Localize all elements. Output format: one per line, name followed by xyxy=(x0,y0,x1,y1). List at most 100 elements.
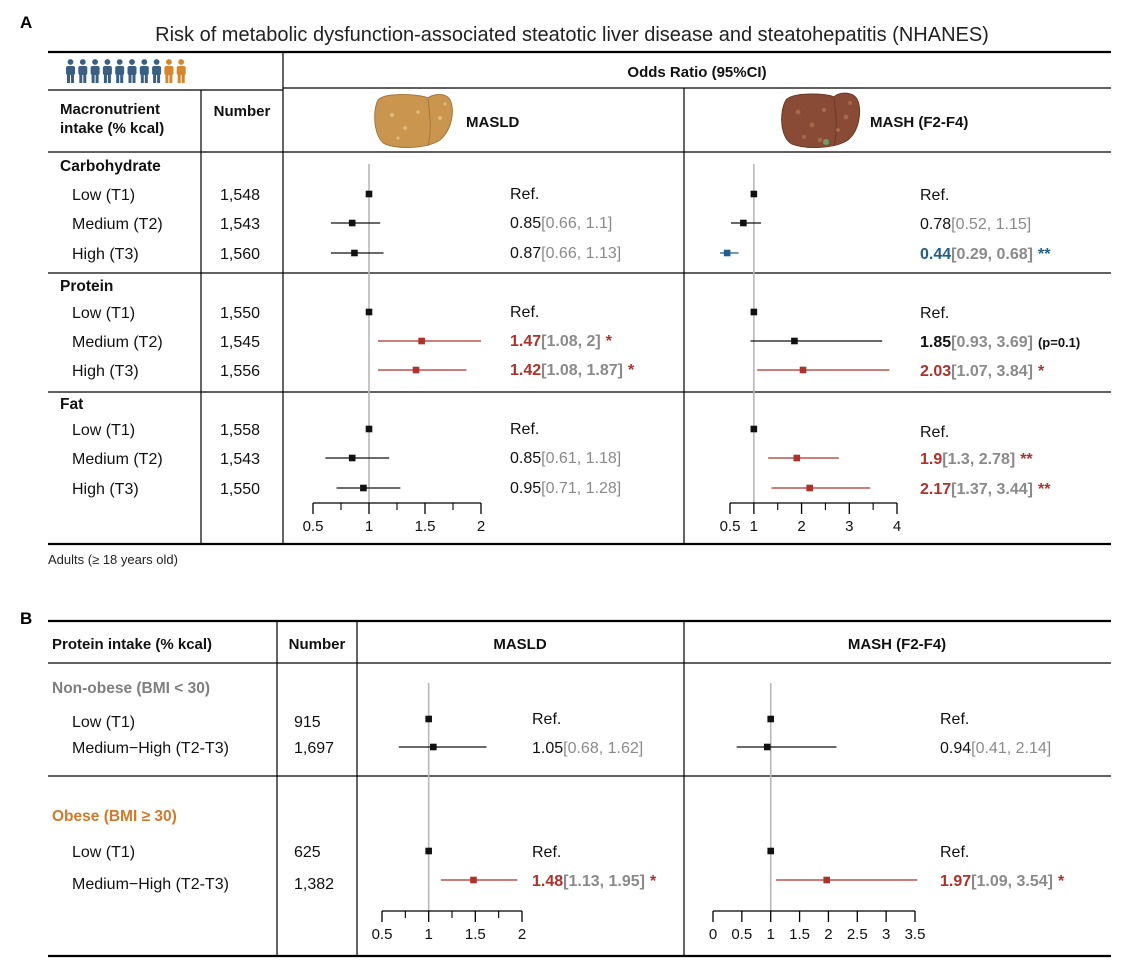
forest-row: Ref. xyxy=(767,711,969,728)
forest-row: 0.95[0.71, 1.28] xyxy=(336,480,621,497)
person-icon xyxy=(66,59,75,83)
forest-row: 2.03[1.07, 3.84] * xyxy=(757,363,1045,380)
point-estimate xyxy=(763,743,771,751)
x-tick-label: 0.5 xyxy=(731,926,752,943)
ci-text: [1.07, 3.84] xyxy=(951,363,1033,380)
fibrotic-liver-icon xyxy=(781,92,861,148)
point-estimate xyxy=(425,715,432,723)
x-tick-label: 0 xyxy=(709,926,717,943)
group-label: Fat xyxy=(60,396,83,413)
x-tick-label: 3 xyxy=(882,926,890,943)
estimate-value: Ref. xyxy=(920,424,949,441)
estimate-text: 1.9[1.3, 2.78] ** xyxy=(920,451,1033,468)
x-tick-label: 2 xyxy=(824,926,832,943)
ci-text: [1.09, 3.54] xyxy=(971,873,1053,890)
panel-a-row-labels: Carbohydrate Low (T1) 1,548 Medium (T2) 1,54… xyxy=(60,158,260,498)
x-tick-label: 1.5 xyxy=(465,926,486,943)
estimate-text: Ref. xyxy=(920,187,949,204)
forest-row: Ref. xyxy=(425,844,561,861)
panel-b-table-lines xyxy=(48,619,1111,958)
panel-a-footnote: Adults (≥ 18 years old) xyxy=(48,552,178,567)
point-estimate xyxy=(418,337,425,345)
estimate-value: 0.78 xyxy=(920,216,951,233)
masld-col-header-b: MASLD xyxy=(493,636,546,653)
row-level-label: Medium−High (T2-T3) xyxy=(72,876,229,893)
row-count: 1,560 xyxy=(220,246,260,263)
point-estimate xyxy=(750,308,758,316)
p-value-note: (p=0.1) xyxy=(1038,335,1080,350)
estimate-value: Ref. xyxy=(532,844,561,861)
point-estimate xyxy=(723,249,731,257)
forest-row: 0.85[0.61, 1.18] xyxy=(325,450,621,467)
significance-stars: ** xyxy=(1038,481,1051,498)
row-level-label: Medium (T2) xyxy=(72,334,163,351)
forest-row: 0.85[0.66, 1.1] xyxy=(330,215,612,232)
panel-a-letter: A xyxy=(20,13,32,32)
forest-row: 2.17[1.37, 3.44] ** xyxy=(771,481,1051,498)
estimate-text: 2.03[1.07, 3.84] * xyxy=(920,363,1045,380)
row-count: 625 xyxy=(294,844,321,861)
row-level-label: Low (T1) xyxy=(72,422,135,439)
group-label: Non-obese (BMI < 30) xyxy=(52,680,210,697)
point-estimate xyxy=(740,219,747,227)
panel-a-title: Risk of metabolic dysfunction-associated… xyxy=(155,24,989,46)
x-tick-label: 1.5 xyxy=(415,518,436,535)
row-count: 1,548 xyxy=(220,187,260,204)
estimate-value: Ref. xyxy=(510,421,539,438)
ci-text: [1.13, 1.95] xyxy=(563,873,645,890)
significance-stars: * xyxy=(606,333,613,350)
person-icon xyxy=(102,59,112,83)
population-icon-group xyxy=(66,59,186,83)
point-estimate xyxy=(750,190,758,198)
estimate-text: Ref. xyxy=(510,186,539,203)
macro-col-header-line1: Macronutrient xyxy=(60,101,160,118)
row-count: 1,543 xyxy=(220,451,260,468)
row-level-label: Medium (T2) xyxy=(72,216,163,233)
x-tick-label: 0.5 xyxy=(303,518,324,535)
person-icon xyxy=(152,59,162,83)
point-estimate xyxy=(412,366,420,374)
estimate-value: 1.47 xyxy=(510,333,541,350)
estimate-value: 0.94 xyxy=(940,740,971,757)
estimate-text: Ref. xyxy=(920,424,949,441)
estimate-text: 0.78[0.52, 1.15] xyxy=(920,216,1031,233)
row-count: 1,556 xyxy=(220,363,260,380)
estimate-value: Ref. xyxy=(920,187,949,204)
forest-row: 1.97[1.09, 3.54] * xyxy=(775,873,1065,890)
point-estimate xyxy=(365,425,373,433)
x-tick-label: 3 xyxy=(845,518,853,535)
estimate-text: 1.48[1.13, 1.95] * xyxy=(532,873,657,890)
row-level-label: Low (T1) xyxy=(72,305,135,322)
row-level-label: Medium (T2) xyxy=(72,451,163,468)
row-level-label: High (T3) xyxy=(72,363,139,380)
person-icon xyxy=(90,59,100,83)
forest-row: Ref. xyxy=(365,421,539,438)
estimate-value: 1.97 xyxy=(940,873,971,890)
significance-stars: * xyxy=(628,362,635,379)
mash-col-header: MASH (F2-F4) xyxy=(870,114,968,131)
estimate-text: 0.85[0.61, 1.18] xyxy=(510,450,621,467)
forest-row: 0.78[0.52, 1.15] xyxy=(730,216,1031,233)
row-count: 1,382 xyxy=(294,876,334,893)
group-label: Carbohydrate xyxy=(60,158,161,175)
significance-stars: * xyxy=(1038,363,1045,380)
number-col-header: Number xyxy=(214,103,271,120)
row-count: 1,558 xyxy=(220,422,260,439)
forest-row: 1.48[1.13, 1.95] * xyxy=(440,873,657,890)
person-icon xyxy=(176,59,186,83)
row-count: 1,545 xyxy=(220,334,260,351)
estimate-text: 0.95[0.71, 1.28] xyxy=(510,480,621,497)
point-estimate xyxy=(791,337,798,345)
person-icon xyxy=(139,59,149,83)
point-estimate xyxy=(750,425,758,433)
estimate-value: 0.85 xyxy=(510,215,541,232)
group-label: Obese (BMI ≥ 30) xyxy=(52,808,177,825)
point-estimate xyxy=(470,876,477,884)
estimate-text: 1.47[1.08, 2] * xyxy=(510,333,613,350)
forest-row: Ref. xyxy=(767,844,969,861)
estimate-value: 1.42 xyxy=(510,362,541,379)
ci-text: [1.08, 2] xyxy=(541,333,601,350)
